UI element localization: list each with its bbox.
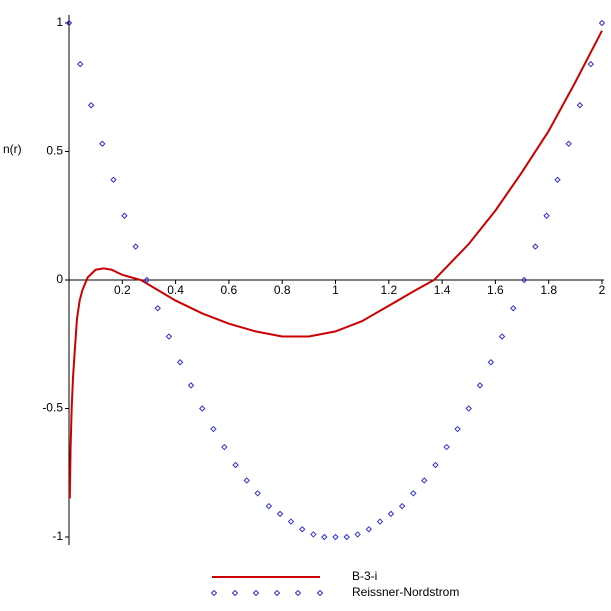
point xyxy=(354,531,361,538)
y-tick-label: -1 xyxy=(52,529,63,543)
point xyxy=(132,243,139,250)
point xyxy=(143,276,151,284)
point xyxy=(554,176,561,183)
point xyxy=(543,212,550,219)
point xyxy=(276,510,284,518)
point xyxy=(99,140,106,147)
point xyxy=(398,502,406,510)
point xyxy=(87,102,95,109)
point xyxy=(332,533,339,541)
x-tick-label: 0.4 xyxy=(167,283,184,297)
point xyxy=(476,382,484,389)
point xyxy=(465,405,472,412)
x-tick-label: 1 xyxy=(332,283,339,297)
x-tick-label: 1.4 xyxy=(434,283,451,297)
point xyxy=(165,333,173,340)
x-tick-label: 0.2 xyxy=(114,283,131,297)
point xyxy=(520,276,528,284)
legend-swatch xyxy=(273,589,281,597)
point xyxy=(310,531,317,538)
legend-label: Reissner-Nordstrom xyxy=(352,585,459,599)
point xyxy=(432,461,439,469)
point xyxy=(187,382,195,389)
point xyxy=(199,405,206,412)
point xyxy=(121,212,128,219)
point xyxy=(221,443,228,451)
point xyxy=(343,533,350,541)
point xyxy=(254,490,261,497)
point xyxy=(565,140,572,147)
legend-swatch xyxy=(252,589,260,597)
legend-swatch xyxy=(294,589,302,597)
point xyxy=(243,477,250,484)
x-tick-label: 2 xyxy=(599,283,606,297)
point xyxy=(598,19,606,27)
point xyxy=(365,526,373,533)
point xyxy=(443,443,450,451)
point xyxy=(576,102,584,109)
point xyxy=(421,477,428,484)
line-series xyxy=(68,30,603,499)
point xyxy=(298,526,306,533)
legend-swatch xyxy=(210,589,218,597)
point xyxy=(265,502,273,510)
y-tick-label: 0.5 xyxy=(46,144,63,158)
legend-label: B-3-i xyxy=(352,569,377,583)
legend-swatch xyxy=(316,589,324,597)
point xyxy=(232,461,239,469)
y-axis-label: n(r) xyxy=(3,142,22,156)
y-tick-label: 0 xyxy=(56,272,63,286)
point xyxy=(487,359,495,366)
point xyxy=(76,60,84,68)
x-tick-label: 0.8 xyxy=(274,283,291,297)
point xyxy=(287,518,295,525)
point xyxy=(65,19,73,27)
y-tick-label: 1 xyxy=(56,15,63,29)
y-tick-label: -0.5 xyxy=(42,401,63,415)
point xyxy=(510,305,517,312)
point xyxy=(210,425,217,433)
x-tick-label: 1.2 xyxy=(380,283,397,297)
point xyxy=(532,243,539,250)
point xyxy=(387,510,395,518)
point xyxy=(154,305,161,312)
x-tick-label: 0.6 xyxy=(221,283,238,297)
point xyxy=(176,359,184,366)
point xyxy=(321,533,328,541)
point xyxy=(454,425,461,433)
legend-swatch xyxy=(231,589,239,597)
point xyxy=(410,490,417,497)
point xyxy=(587,60,595,68)
point xyxy=(498,333,506,340)
x-tick-label: 1.6 xyxy=(487,283,504,297)
point xyxy=(110,176,117,183)
point xyxy=(376,518,384,525)
x-tick-label: 1.8 xyxy=(540,283,557,297)
